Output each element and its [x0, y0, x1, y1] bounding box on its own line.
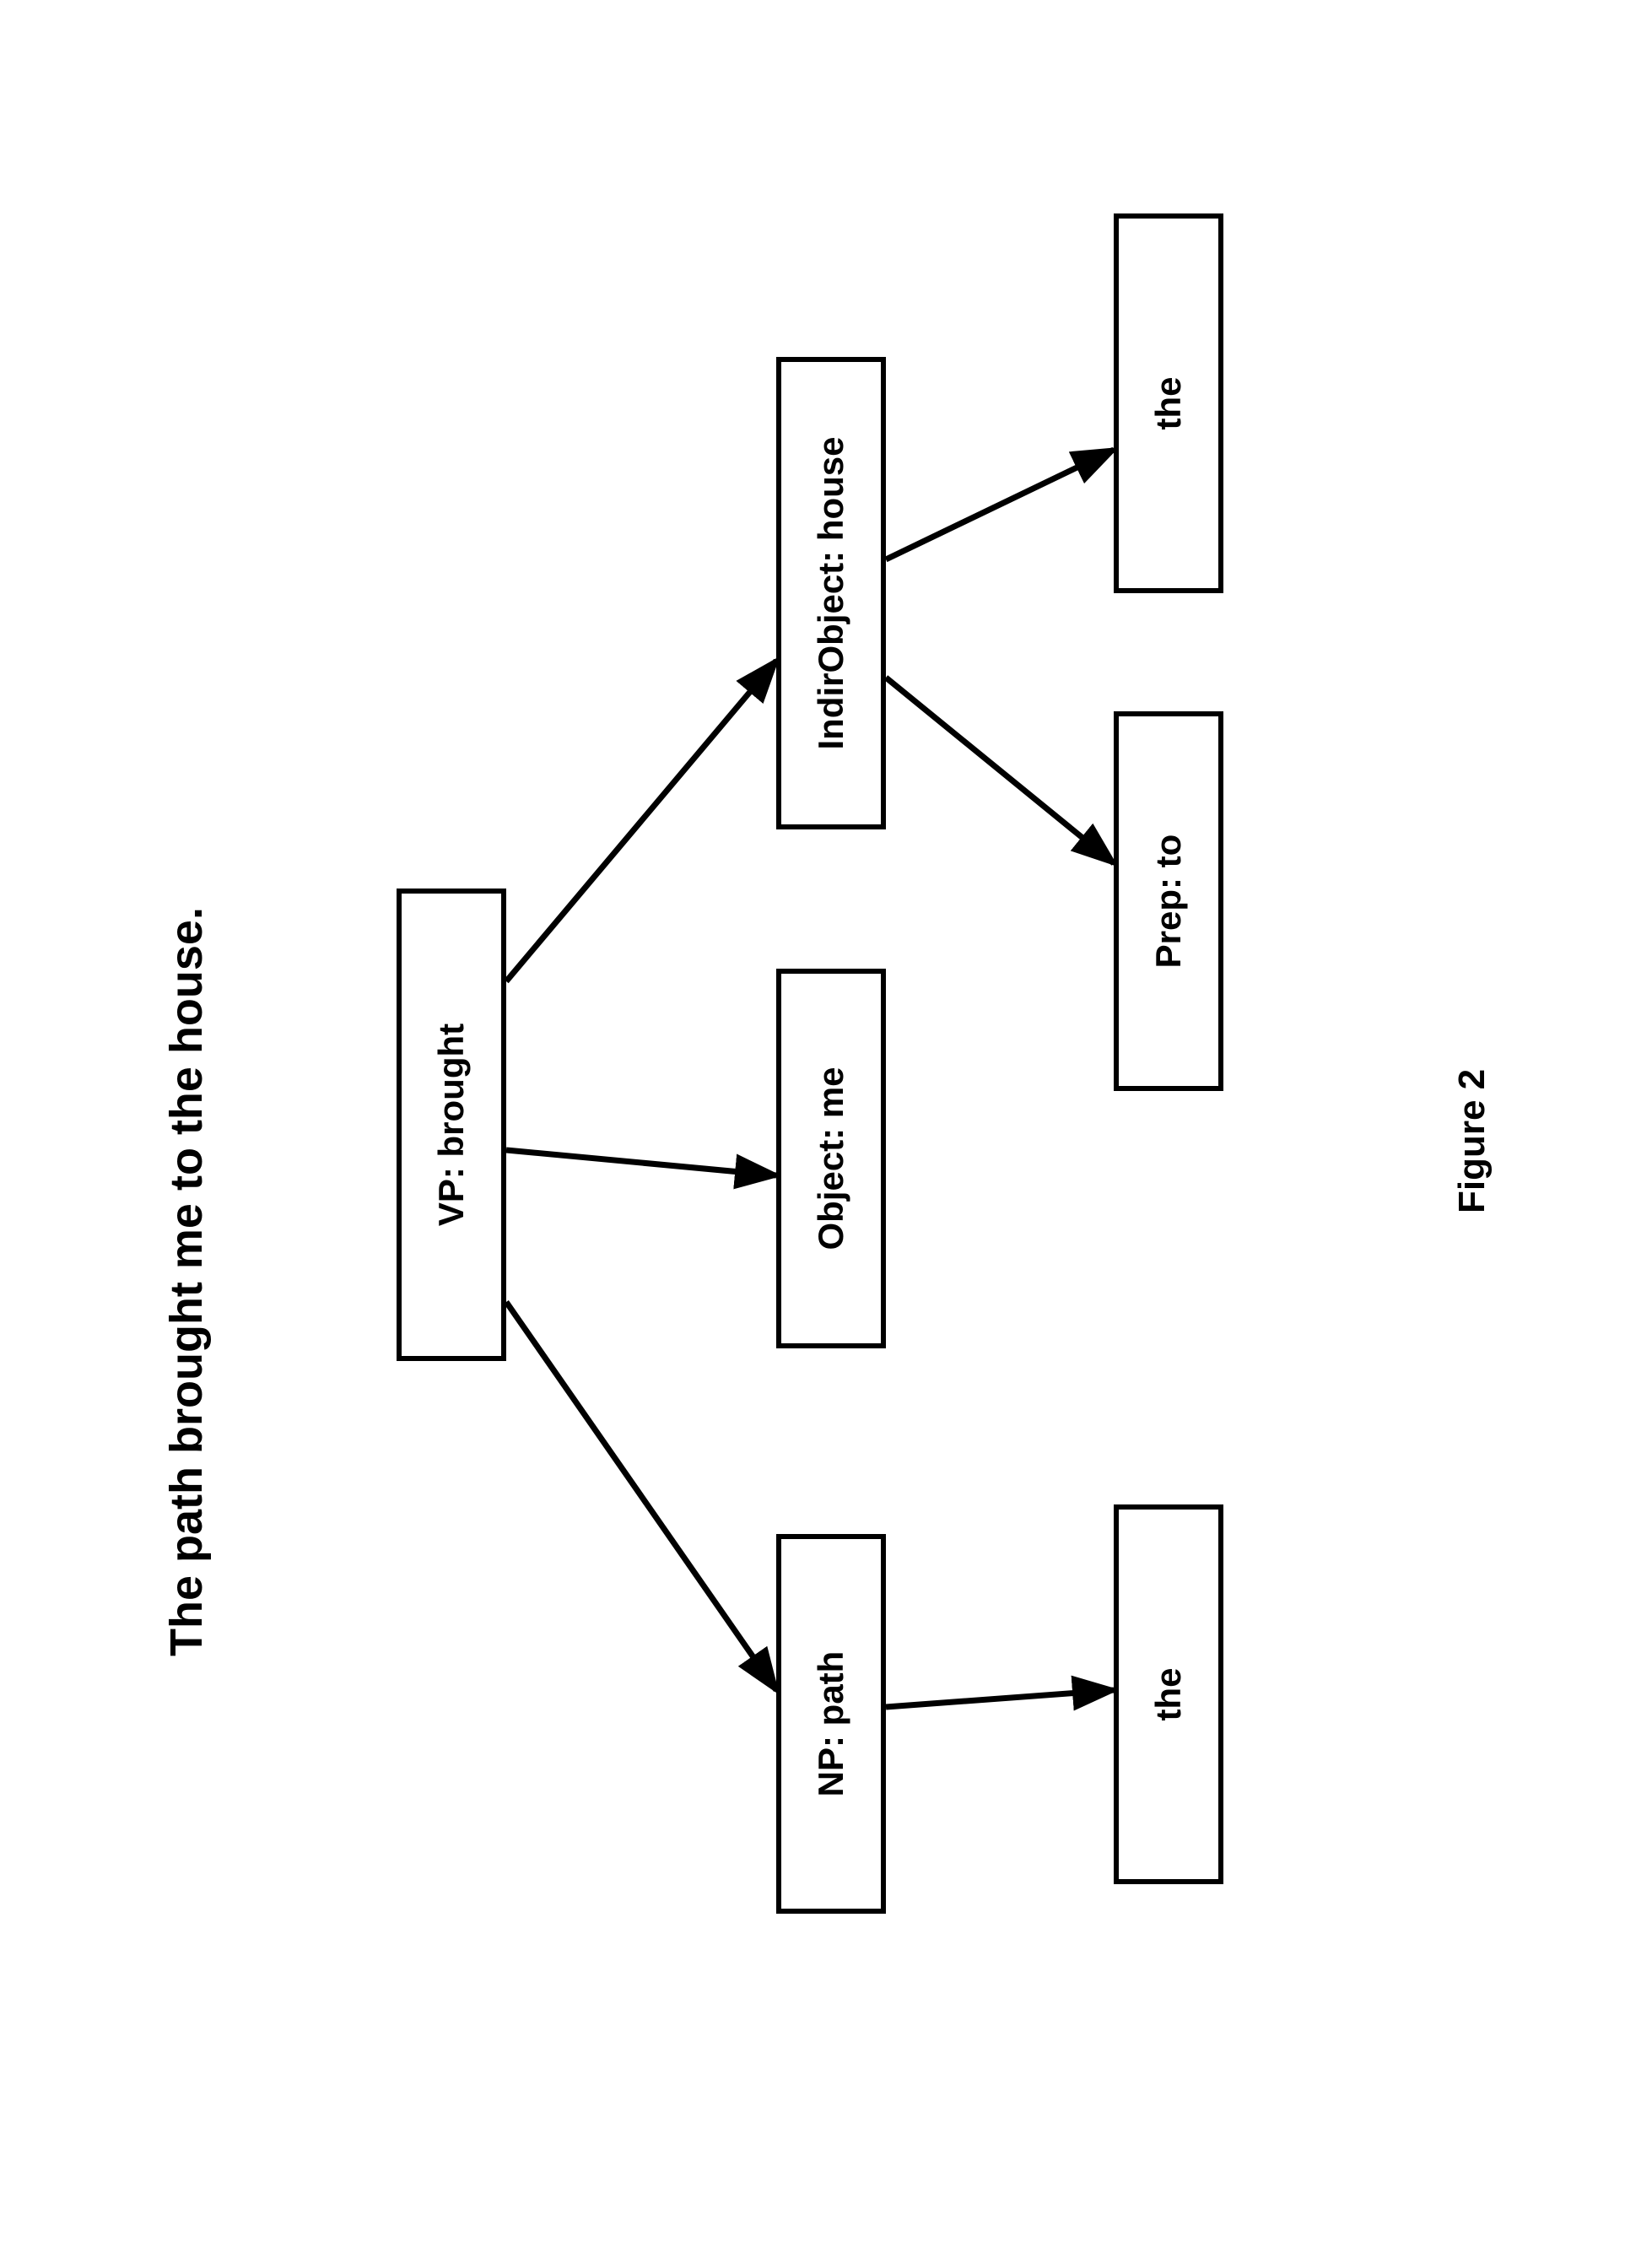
edge-np-the1 [886, 1690, 1114, 1707]
edge-vp-indir [506, 661, 776, 981]
node-prep: Prep: to [1114, 711, 1223, 1091]
edge-indir-the2 [886, 450, 1114, 559]
figure-caption: Figure 2 [1451, 1069, 1493, 1213]
diagram-title: The path brought me to the house. [160, 907, 213, 1656]
node-np: NP: path [776, 1534, 886, 1914]
node-the1: the [1114, 1504, 1223, 1884]
edge-vp-obj [506, 1150, 776, 1175]
node-obj: Object: me [776, 969, 886, 1348]
page-canvas: The path brought me to the house. VP: br… [0, 0, 1652, 2247]
rotated-drawing-area: The path brought me to the house. VP: br… [0, 0, 1652, 2247]
edge-vp-np [506, 1302, 776, 1690]
node-the2: the [1114, 213, 1223, 593]
node-indir: IndirObject: house [776, 357, 886, 829]
node-vp: VP: brought [397, 889, 506, 1361]
edge-indir-prep [886, 678, 1114, 863]
